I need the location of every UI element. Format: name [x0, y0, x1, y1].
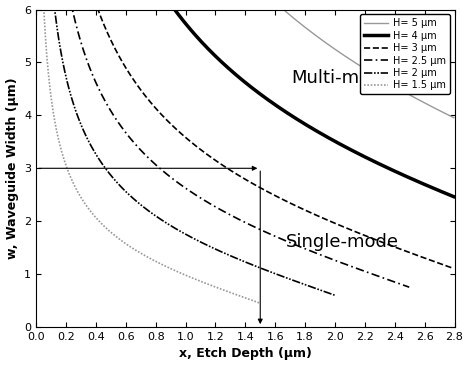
- H= 2 μm: [182, 232, 188, 236]
- H= 1.5 μm: [43, 32, 48, 37]
- H= 3 μm: [451, 266, 457, 271]
- H= 2.5 μm: [171, 178, 177, 182]
- H= 2.5 μm: [407, 285, 412, 290]
- H= 5 μm: [385, 80, 390, 85]
- H= 4 μm: [185, 24, 190, 28]
- Line: H= 2.5 μm: H= 2.5 μm: [67, 0, 409, 287]
- Y-axis label: w, Waveguide Width (μm): w, Waveguide Width (μm): [6, 78, 19, 259]
- H= 2 μm: [236, 257, 242, 261]
- H= 5 μm: [348, 58, 354, 63]
- H= 3 μm: [197, 147, 203, 152]
- H= 1.5 μm: [45, 67, 51, 71]
- H= 4 μm: [196, 36, 201, 41]
- H= 5 μm: [286, 12, 291, 16]
- H= 2.5 μm: [376, 274, 382, 279]
- H= 3 μm: [205, 153, 211, 157]
- H= 1.5 μm: [68, 175, 73, 179]
- H= 4 μm: [397, 172, 403, 176]
- Line: H= 2 μm: H= 2 μm: [52, 0, 334, 295]
- Line: H= 1.5 μm: H= 1.5 μm: [43, 0, 260, 303]
- Text: Multi-mode: Multi-mode: [292, 69, 393, 87]
- H= 1.5 μm: [161, 263, 166, 268]
- X-axis label: x, Etch Depth (μm): x, Etch Depth (μm): [179, 347, 312, 361]
- H= 4 μm: [451, 194, 457, 199]
- H= 2.5 μm: [104, 102, 110, 107]
- Text: Single-mode: Single-mode: [286, 234, 399, 251]
- H= 4 μm: [313, 128, 318, 132]
- H= 1.5 μm: [219, 287, 225, 292]
- H= 2.5 μm: [336, 260, 342, 264]
- H= 1.5 μm: [190, 276, 196, 281]
- H= 2 μm: [332, 293, 337, 297]
- H= 2.5 μm: [382, 276, 388, 281]
- H= 2 μm: [309, 285, 315, 289]
- H= 3 μm: [303, 208, 308, 213]
- H= 3 μm: [166, 120, 172, 125]
- H= 2 μm: [140, 204, 146, 209]
- H= 5 μm: [451, 115, 457, 120]
- H= 2 μm: [53, 19, 59, 23]
- Line: H= 5 μm: H= 5 μm: [255, 0, 454, 117]
- H= 5 μm: [320, 38, 326, 43]
- H= 5 μm: [301, 24, 306, 28]
- H= 5 μm: [347, 57, 353, 61]
- Line: H= 4 μm: H= 4 μm: [157, 0, 454, 197]
- Legend: H= 5 μm, H= 4 μm, H= 3 μm, H= 2.5 μm, H= 2 μm, H= 1.5 μm: H= 5 μm, H= 4 μm, H= 3 μm, H= 2.5 μm, H=…: [360, 14, 450, 94]
- H= 3 μm: [363, 234, 368, 238]
- H= 2 μm: [128, 194, 133, 198]
- H= 3 μm: [118, 58, 124, 62]
- H= 1.5 μm: [257, 301, 263, 305]
- H= 4 μm: [369, 158, 374, 163]
- Line: H= 3 μm: H= 3 μm: [89, 0, 454, 269]
- H= 4 μm: [365, 156, 371, 161]
- H= 2.5 μm: [159, 168, 165, 173]
